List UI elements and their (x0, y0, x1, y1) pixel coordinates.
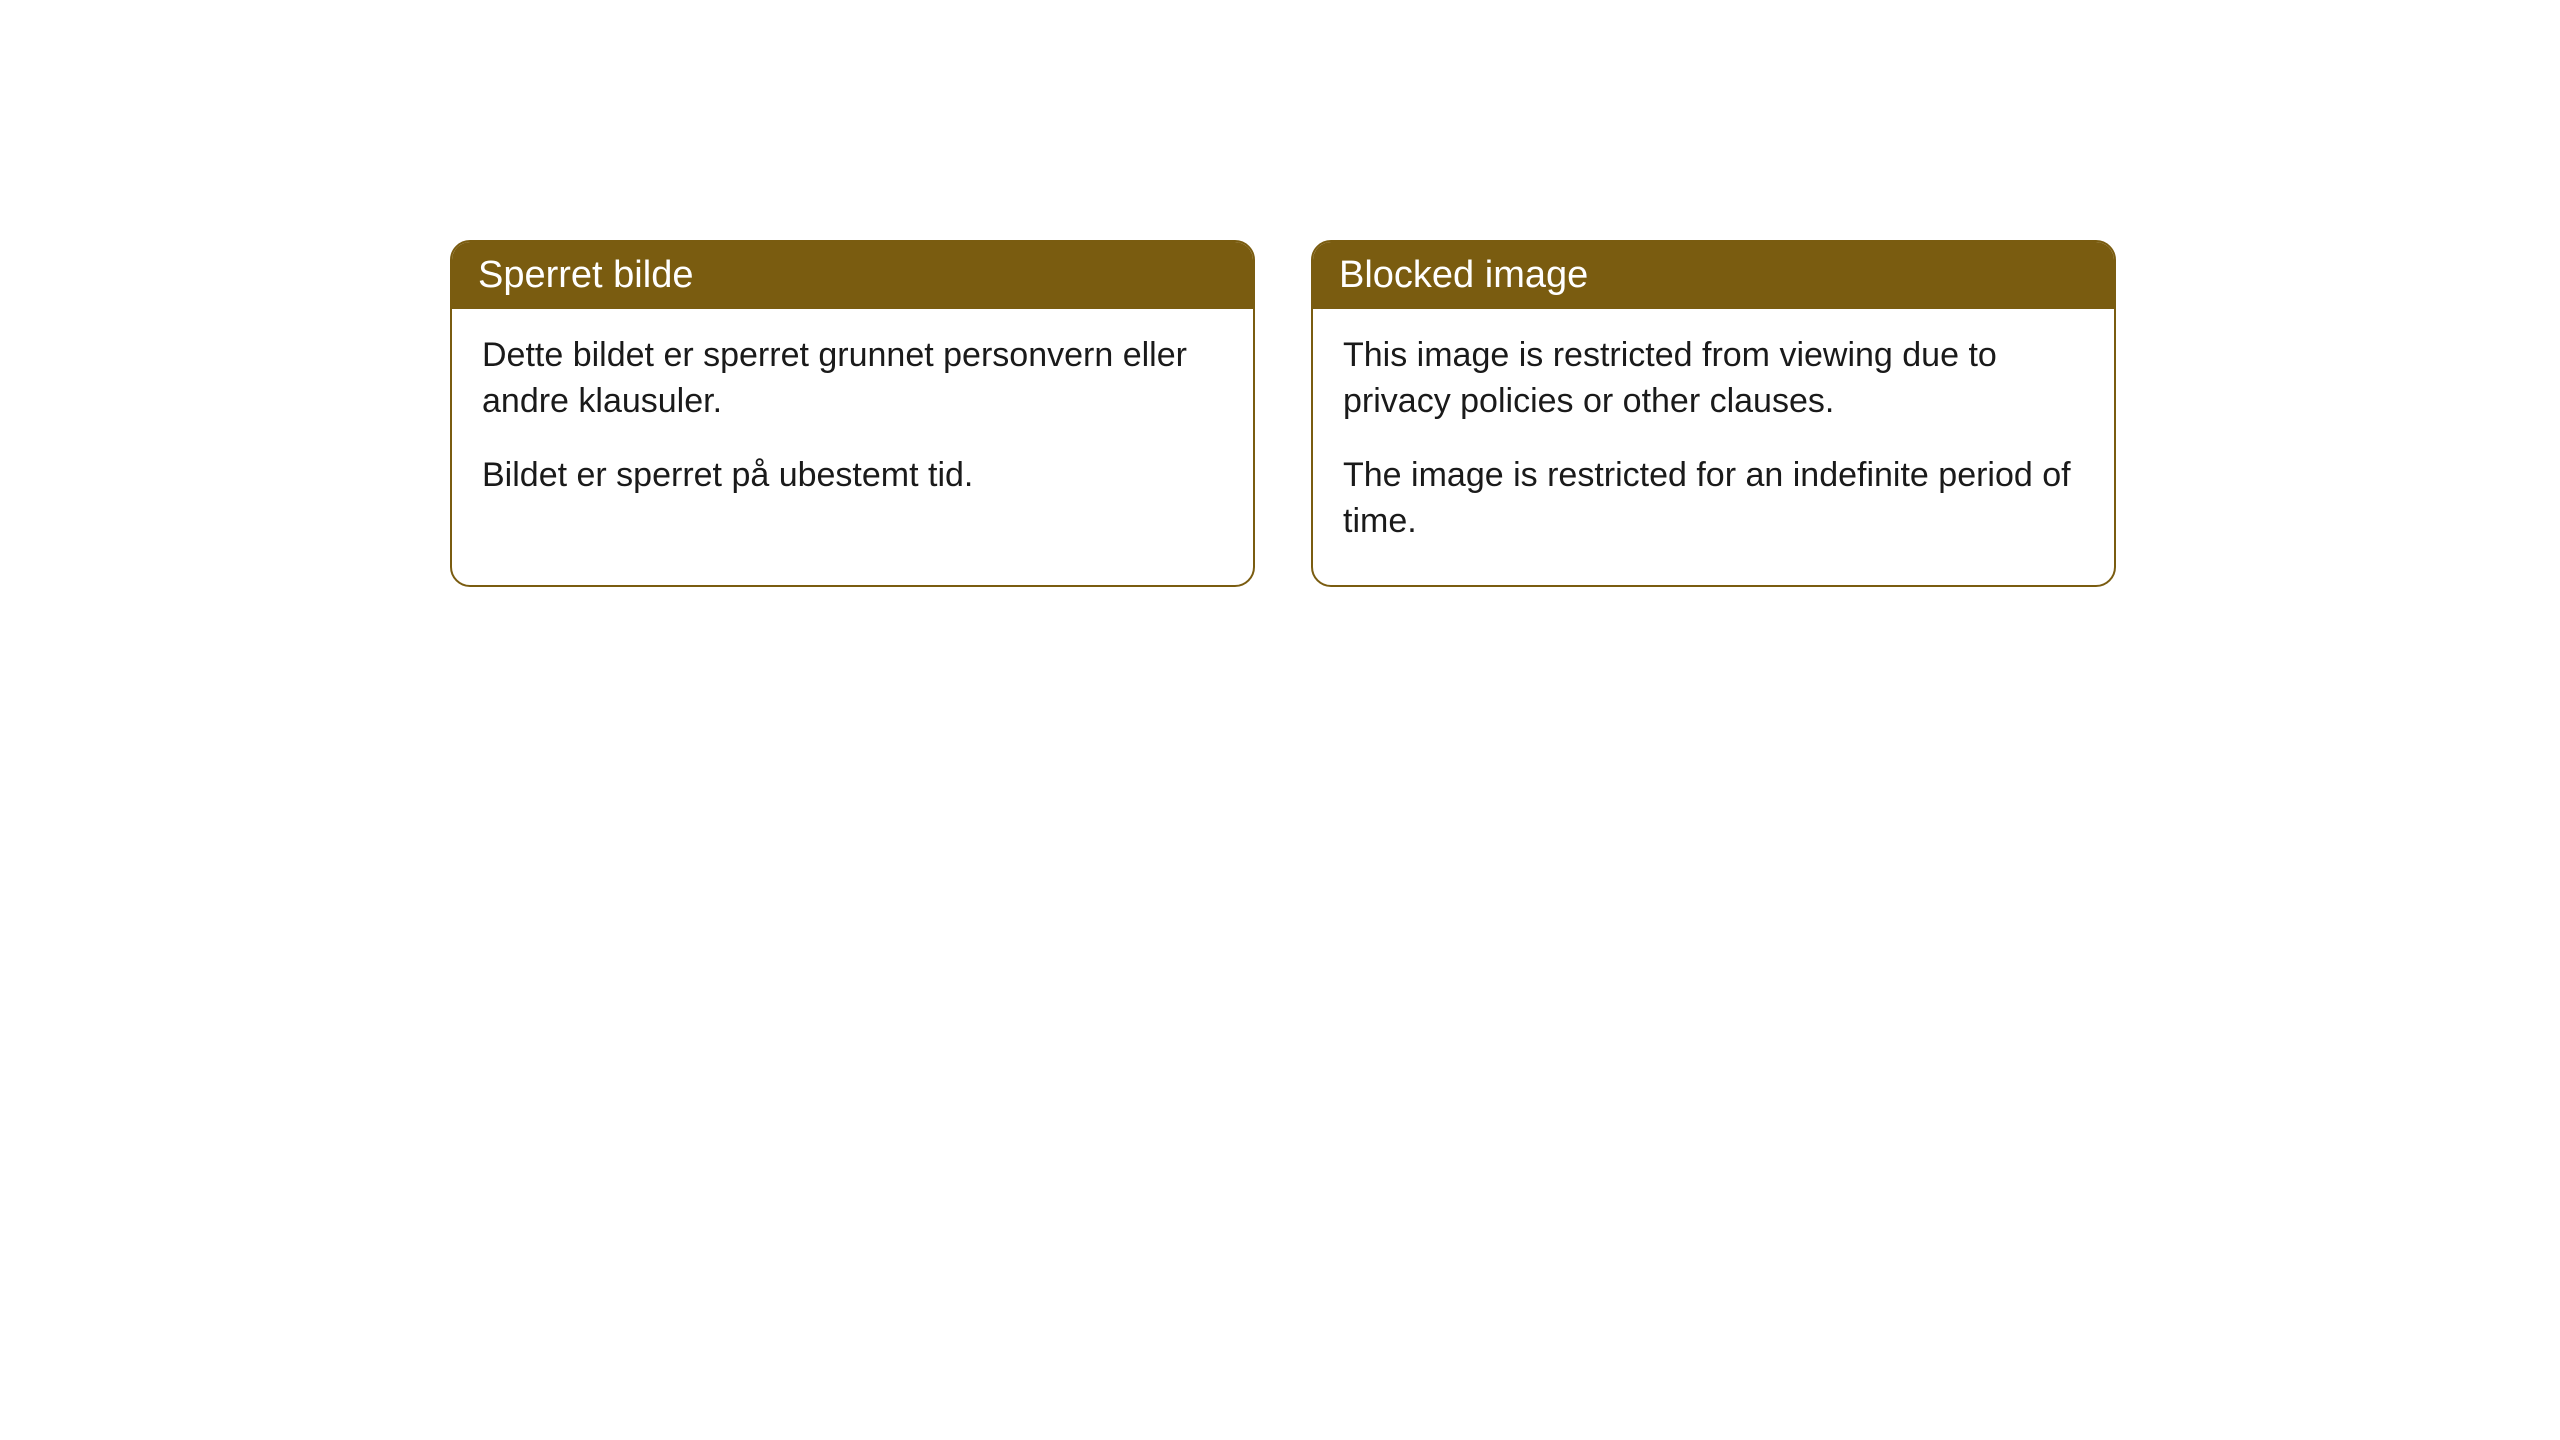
notice-cards-container: Sperret bilde Dette bildet er sperret gr… (450, 240, 2560, 587)
card-body-en: This image is restricted from viewing du… (1313, 309, 2114, 585)
notice-card-en: Blocked image This image is restricted f… (1311, 240, 2116, 587)
notice-card-no: Sperret bilde Dette bildet er sperret gr… (450, 240, 1255, 587)
card-paragraph-en-2: The image is restricted for an indefinit… (1343, 453, 2084, 545)
card-paragraph-no-1: Dette bildet er sperret grunnet personve… (482, 333, 1223, 425)
card-paragraph-en-1: This image is restricted from viewing du… (1343, 333, 2084, 425)
card-header-en: Blocked image (1313, 242, 2114, 309)
card-paragraph-no-2: Bildet er sperret på ubestemt tid. (482, 453, 1223, 499)
card-header-no: Sperret bilde (452, 242, 1253, 309)
card-body-no: Dette bildet er sperret grunnet personve… (452, 309, 1253, 539)
